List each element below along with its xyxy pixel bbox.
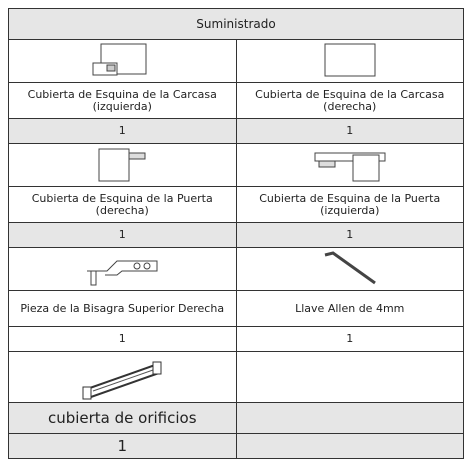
supply-table: Suministrado Cubierta de Esquina de la C… [8, 8, 464, 459]
item-image [8, 351, 237, 403]
table-title: Suministrado [8, 8, 464, 40]
item-name: cubierta de orificios [8, 402, 237, 434]
item-name: Cubierta de Esquina de la Carcasa (izqui… [8, 82, 237, 119]
item-name: Cubierta de Esquina de la Puerta (derech… [8, 186, 237, 223]
item-name: Cubierta de Esquina de la Carcasa (derec… [235, 82, 464, 119]
item-image [8, 143, 237, 187]
item-image [235, 39, 464, 83]
item-quantity: 1 [235, 222, 464, 248]
item-name: Llave Allen de 4mm [235, 290, 464, 327]
empty-cell [235, 402, 464, 434]
item-name: Cubierta de Esquina de la Puerta (izquie… [235, 186, 464, 223]
item-image [235, 143, 464, 187]
item-quantity: 1 [8, 118, 237, 144]
item-name: Pieza de la Bisagra Superior Derecha [8, 290, 237, 327]
item-quantity: 1 [8, 222, 237, 248]
item-image [235, 247, 464, 291]
item-quantity: 1 [8, 433, 237, 459]
empty-cell [235, 351, 464, 403]
item-image [8, 39, 237, 83]
item-quantity: 1 [8, 326, 237, 352]
item-quantity: 1 [235, 326, 464, 352]
item-quantity: 1 [235, 118, 464, 144]
item-image [8, 247, 237, 291]
empty-cell [235, 433, 464, 459]
